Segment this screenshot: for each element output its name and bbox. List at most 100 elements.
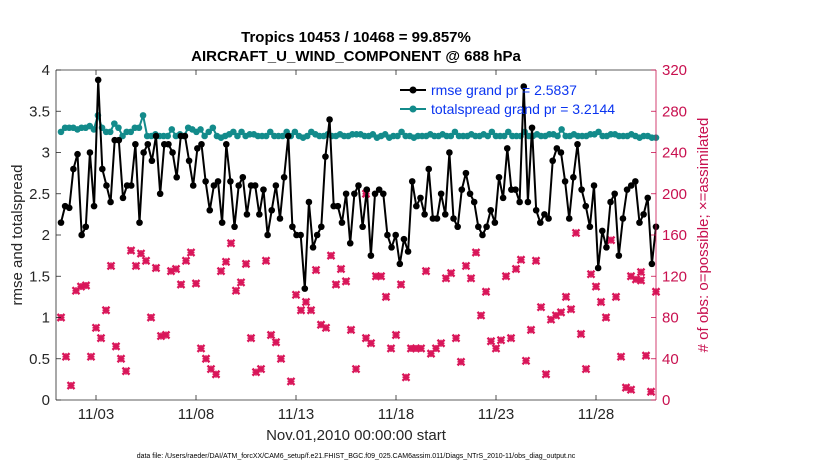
rmse-point <box>256 211 263 218</box>
obs-point <box>586 269 596 279</box>
obs-point <box>256 364 266 374</box>
rmse-point <box>264 231 271 239</box>
rmse-point <box>297 231 304 239</box>
rmse-point <box>251 182 259 189</box>
rmse-point <box>305 198 313 206</box>
obs-point <box>646 387 656 397</box>
rmse-point <box>268 206 276 214</box>
rmse-point <box>400 235 408 243</box>
y-left-tick-label: 4 <box>42 62 50 79</box>
obs-point <box>541 369 551 379</box>
obs-point <box>421 266 431 276</box>
rmse-point <box>115 136 123 144</box>
obs-point <box>331 280 341 289</box>
rmse-point <box>218 219 226 226</box>
rmse-point <box>185 157 193 165</box>
totalspread-point <box>230 128 237 136</box>
obs-point <box>176 280 186 289</box>
y-left-tick-label: 3.5 <box>29 103 50 120</box>
obs-point <box>271 337 281 347</box>
rmse-point <box>611 190 618 198</box>
rmse-point <box>446 149 453 156</box>
rmse-point <box>65 204 73 212</box>
rmse-point <box>565 215 573 222</box>
rmse-point <box>499 194 507 202</box>
rmse-point <box>487 206 495 214</box>
rmse-point <box>94 76 102 84</box>
obs-point <box>131 261 141 271</box>
rmse-point <box>222 140 230 148</box>
y-axis-left-label: rmse and totalspread <box>9 165 26 306</box>
totalspread-point <box>139 112 147 119</box>
y-right-tick-label: 160 <box>662 227 687 244</box>
obs-point <box>246 333 256 343</box>
totalspread-point <box>238 128 245 136</box>
rmse-point <box>503 145 511 152</box>
rmse-point <box>470 198 478 206</box>
rmse-point <box>450 215 457 222</box>
rmse-point <box>119 194 127 202</box>
rmse-point <box>284 132 292 140</box>
rmse-point <box>289 223 296 231</box>
obs-point <box>536 302 546 312</box>
rmse-point <box>648 260 656 268</box>
totalspread-point <box>291 128 299 136</box>
rmse-point <box>475 223 482 231</box>
totalspread-point <box>234 132 241 140</box>
rmse-point <box>561 178 569 185</box>
obs-point <box>381 292 391 302</box>
totalspread-point <box>447 132 455 140</box>
rmse-point <box>189 182 197 189</box>
rmse-point <box>586 223 594 231</box>
obs-point <box>191 279 201 288</box>
obs-point <box>376 271 386 281</box>
rmse-point <box>483 223 490 231</box>
rmse-point <box>421 211 428 218</box>
x-tick-label: 11/13 <box>278 406 314 423</box>
obs-point <box>141 256 151 266</box>
rmse-point <box>623 186 631 193</box>
rmse-point <box>338 219 346 226</box>
totalspread-point <box>484 132 492 140</box>
rmse-point <box>371 190 379 198</box>
obs-point <box>321 323 331 333</box>
rmse-point <box>243 211 251 218</box>
obs-point <box>596 297 606 307</box>
totalspread-point <box>90 126 98 133</box>
rmse-point <box>334 202 342 210</box>
rmse-point <box>384 231 391 239</box>
rmse-point <box>574 140 581 148</box>
obs-point <box>181 256 191 266</box>
totalspread-point <box>205 128 213 136</box>
obs-point <box>416 344 426 353</box>
obs-point <box>511 264 521 274</box>
obs-point <box>481 287 491 297</box>
obs-point <box>626 385 636 395</box>
rmse-point <box>413 202 420 210</box>
totalspread-point <box>201 132 208 140</box>
obs-point <box>641 351 651 361</box>
obs-point <box>601 313 611 322</box>
rmse-point <box>367 252 375 259</box>
rmse-point <box>396 260 404 268</box>
obs-point <box>561 292 571 302</box>
obs-point <box>476 311 486 320</box>
rmse-point <box>375 186 383 193</box>
y-left-tick-label: 1.5 <box>29 268 50 285</box>
obs-point <box>151 263 161 273</box>
obs-point <box>81 281 91 290</box>
rmse-point <box>379 190 387 198</box>
obs-point <box>136 249 146 258</box>
rmse-point <box>214 178 222 185</box>
y-right-tick-label: 240 <box>662 145 687 162</box>
y-right-tick-label: 120 <box>662 268 687 285</box>
rmse-point <box>136 219 143 226</box>
rmse-point <box>202 178 209 185</box>
obs-point <box>171 264 181 274</box>
totalspread-point <box>488 128 496 136</box>
obs-point <box>606 235 616 245</box>
obs-point <box>146 313 156 322</box>
rmse-point <box>479 231 486 239</box>
rmse-point <box>627 182 635 189</box>
